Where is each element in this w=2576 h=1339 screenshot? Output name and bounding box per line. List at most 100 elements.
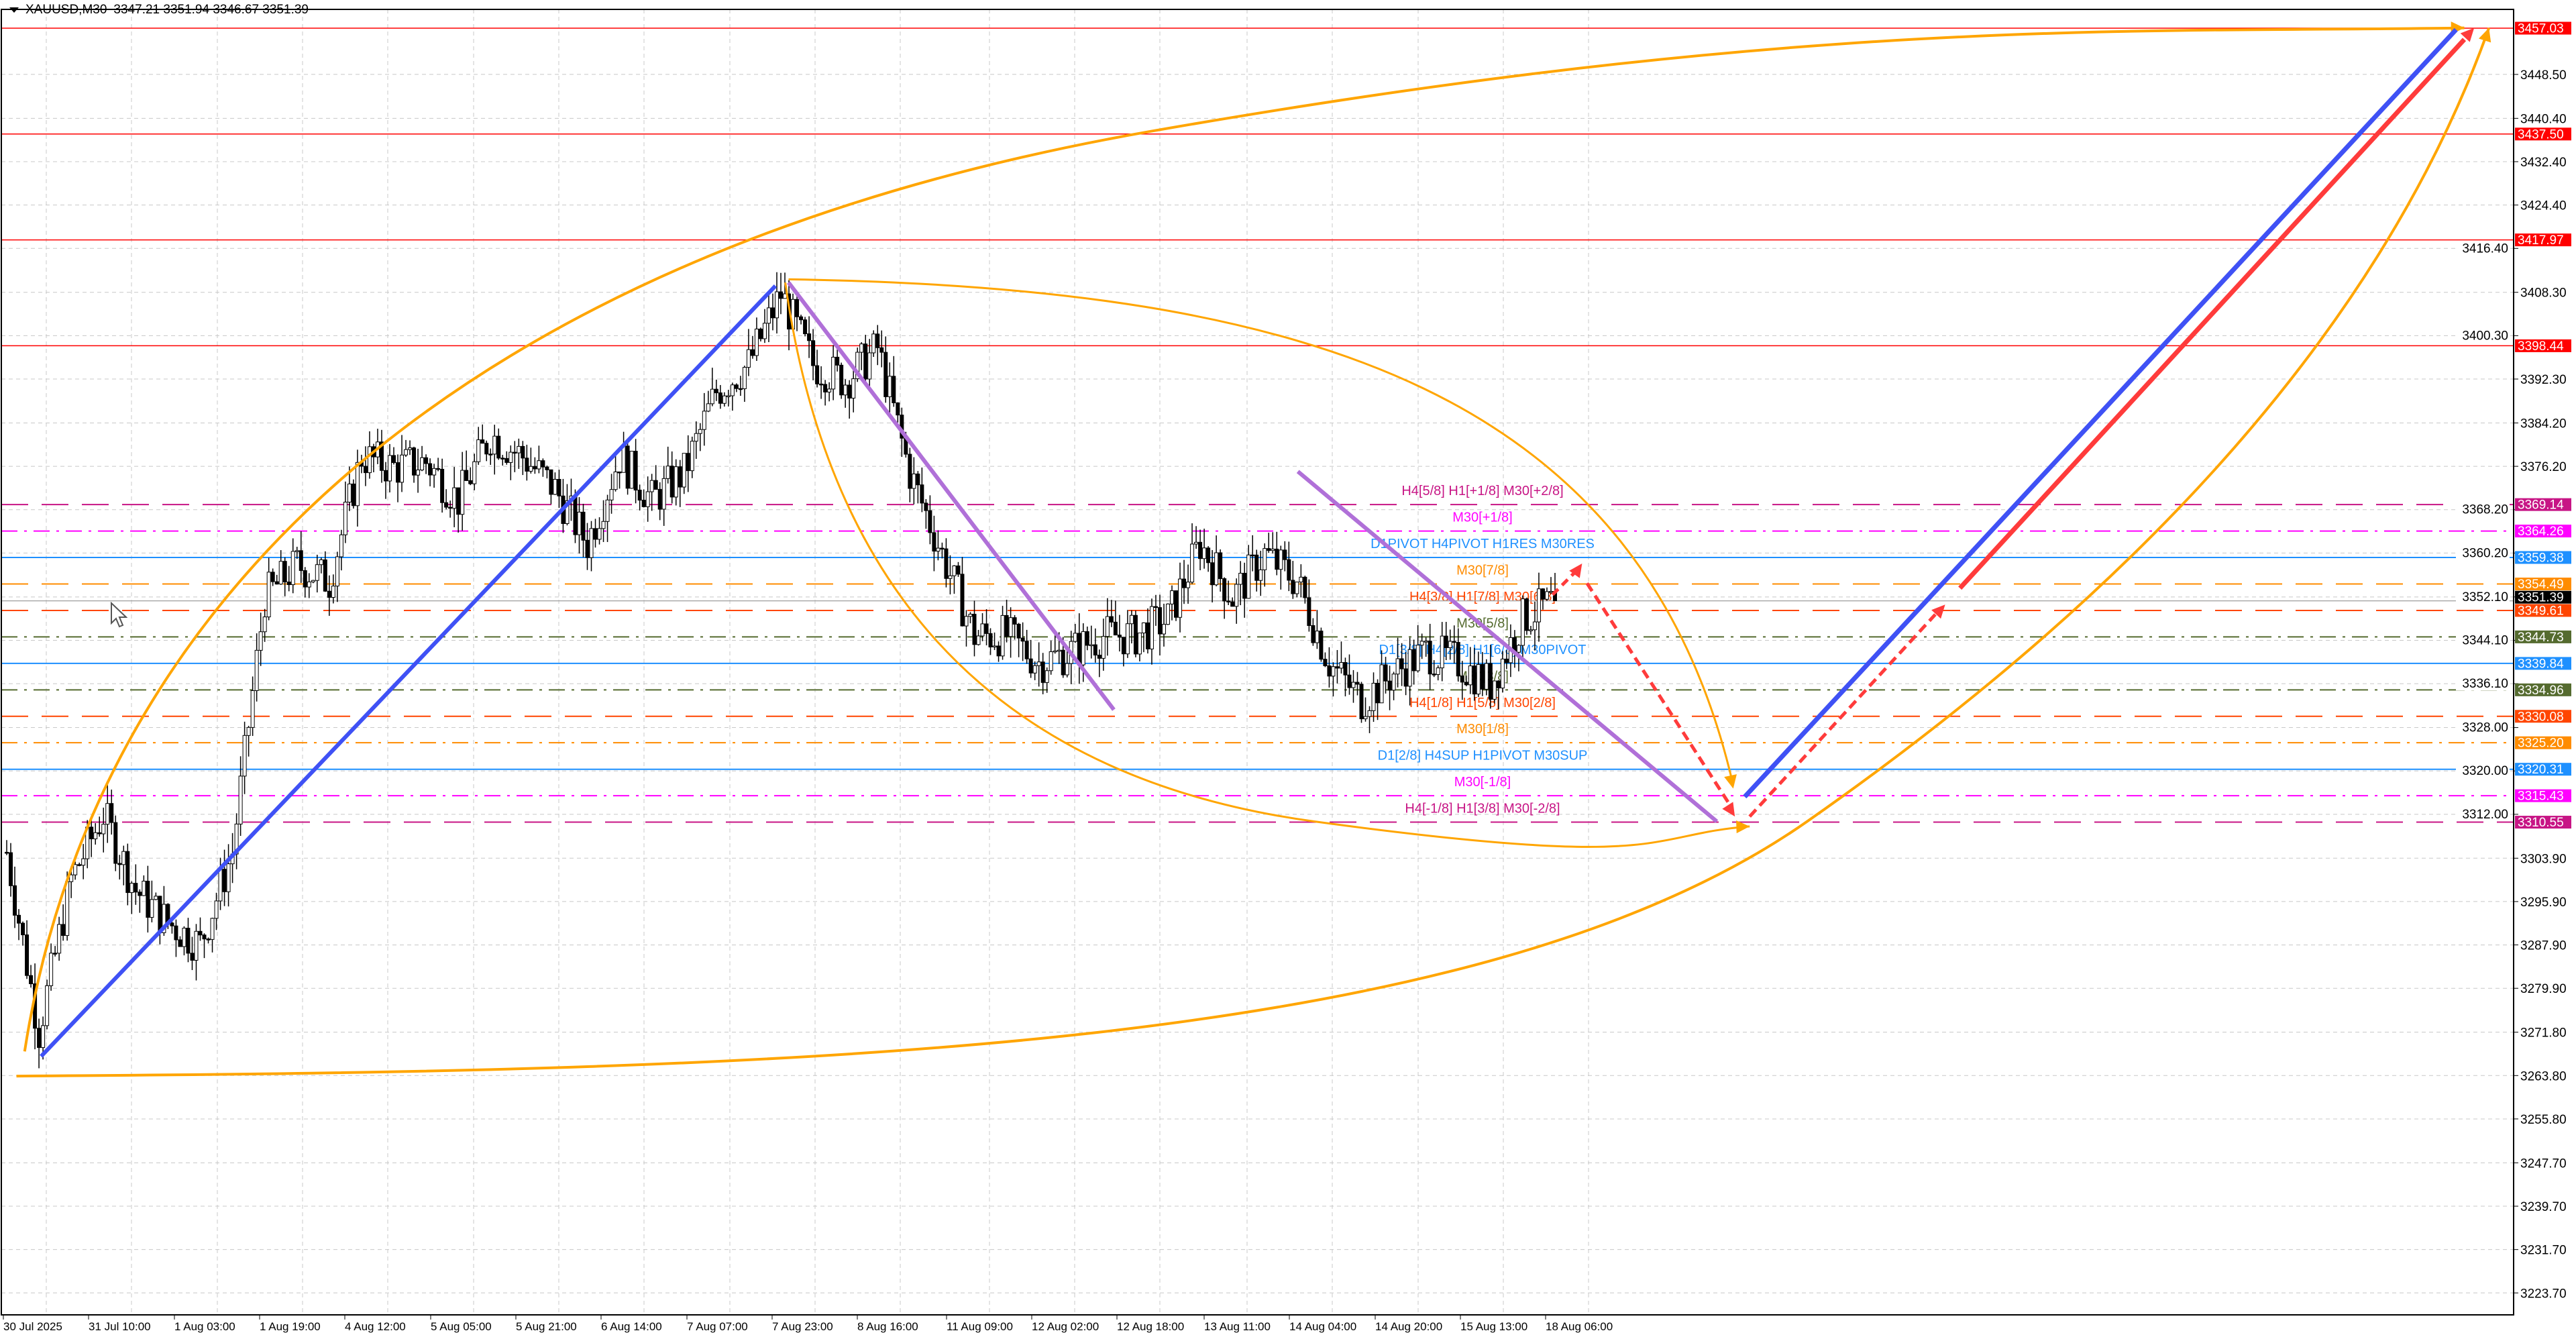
candle-body — [1488, 663, 1493, 700]
candle-body — [1520, 598, 1525, 646]
candle-body — [944, 548, 949, 579]
price-tick-label: 3344.10 — [2462, 633, 2508, 647]
candle-body — [1057, 649, 1061, 652]
candle-body — [1411, 649, 1416, 672]
candle-body — [109, 803, 114, 823]
candle-body — [1000, 614, 1005, 657]
time-tick-label: 14 Aug 20:00 — [1375, 1320, 1442, 1333]
candle-body — [178, 939, 182, 947]
candle-body — [1073, 633, 1077, 642]
candle-body — [1024, 641, 1029, 659]
candle-body — [392, 455, 396, 464]
drawings[interactable] — [16, 21, 2491, 1078]
candle-body — [1186, 582, 1191, 588]
candle-body — [1125, 623, 1130, 655]
candle-body — [1170, 590, 1175, 604]
candle-body — [1315, 631, 1320, 643]
candle-body — [1472, 665, 1477, 695]
candle-body — [754, 328, 759, 356]
candle-body — [1012, 617, 1017, 625]
candle-body — [661, 478, 666, 510]
candle-body — [980, 623, 985, 637]
orange-curve-outer-upper[interactable] — [23, 26, 2465, 1052]
candle-body — [1371, 682, 1376, 711]
candle-body — [1178, 578, 1183, 618]
candle-body — [1291, 580, 1295, 594]
candle-body — [1432, 674, 1436, 676]
candle-body — [984, 623, 989, 634]
red-trend-line[interactable] — [1958, 38, 2467, 590]
price-tick-label-bg — [2456, 502, 2510, 517]
candle-body — [456, 487, 461, 515]
candle-body — [1234, 584, 1239, 607]
orange-curve-inner-lower[interactable] — [784, 282, 1750, 848]
candle-body — [73, 864, 78, 875]
candle-body — [77, 864, 82, 866]
candle-body — [1267, 548, 1271, 551]
candle-body — [468, 480, 473, 484]
dropdown-triangle-icon[interactable] — [9, 7, 19, 13]
candle-body — [254, 649, 259, 692]
candle-body — [657, 488, 662, 510]
candle-body — [593, 528, 598, 540]
red-dashed-arrow-up-1[interactable] — [1551, 569, 1578, 596]
candle-body — [710, 388, 714, 405]
candle-body — [1190, 543, 1195, 583]
level-price-label: 3339.84 — [2518, 657, 2564, 671]
purple-trend-line-2[interactable] — [1296, 470, 1719, 823]
candle-body — [5, 851, 9, 854]
candle-body — [412, 447, 417, 476]
price-tick-label: 3312.00 — [2462, 808, 2508, 822]
candle-body — [13, 885, 17, 916]
time-axis[interactable]: 30 Jul 2025 31 Jul 10:00 1 Aug 03:00 1 Aug … — [3, 1315, 1613, 1333]
candle-body — [444, 502, 449, 508]
candle-body — [1032, 665, 1037, 674]
level-price-tag — [2515, 789, 2571, 802]
time-tick-label: 11 Aug 09:00 — [947, 1320, 1013, 1333]
candle-body — [89, 826, 94, 839]
price-axis[interactable]: 3448.50 3440.40 3432.40 3424.40 3416.40 3408.… — [2456, 21, 2571, 1301]
candle-body — [57, 924, 62, 954]
candle-body — [1081, 631, 1085, 665]
candle-body — [517, 445, 521, 453]
price-tick-label: 3360.20 — [2462, 546, 2508, 560]
candle-body — [1218, 552, 1223, 580]
candle-body — [867, 352, 872, 380]
candle-body — [766, 307, 771, 324]
candle-body — [1303, 576, 1307, 598]
candle-body — [1028, 658, 1033, 674]
candle-body — [1145, 622, 1150, 649]
plot-frame — [1, 9, 2514, 1316]
candle-body — [601, 521, 606, 529]
time-tick-label: 5 Aug 05:00 — [431, 1320, 492, 1333]
candle-body — [105, 803, 110, 825]
candle-body — [1339, 662, 1344, 669]
candle-body — [408, 447, 413, 450]
candle-body — [908, 453, 912, 489]
red-dashed-arrow-up-2[interactable] — [1748, 613, 1937, 818]
blue-trend-line-2[interactable] — [1743, 28, 2458, 799]
orange-curve-inner-upper[interactable] — [788, 278, 1735, 786]
candle-body — [871, 333, 876, 354]
orange-curve-outer-lower[interactable] — [16, 27, 2491, 1078]
time-tick-label: 30 Jul 2025 — [3, 1320, 62, 1333]
candle-body — [605, 499, 610, 522]
purple-trend-line-1[interactable] — [787, 281, 1116, 711]
level-price-label: 3315.43 — [2518, 790, 2564, 804]
candle-body — [1532, 621, 1537, 631]
time-tick-label: 12 Aug 02:00 — [1032, 1320, 1099, 1333]
candle-body — [1528, 629, 1533, 631]
candle-body — [476, 439, 481, 462]
candle-body — [545, 466, 549, 470]
candle-body — [323, 559, 327, 592]
candle-body — [1258, 569, 1263, 581]
blue-trend-line-1[interactable] — [40, 284, 777, 1058]
price-tick-label-bg — [2456, 329, 2510, 343]
level-label: H4[1/8] H1[5/8] M30[2/8] — [1409, 696, 1556, 710]
level-price-tag — [2515, 127, 2571, 141]
candle-body — [315, 564, 319, 581]
candle-body — [404, 449, 409, 456]
candle-body — [1367, 710, 1372, 717]
candle-body — [383, 470, 388, 482]
